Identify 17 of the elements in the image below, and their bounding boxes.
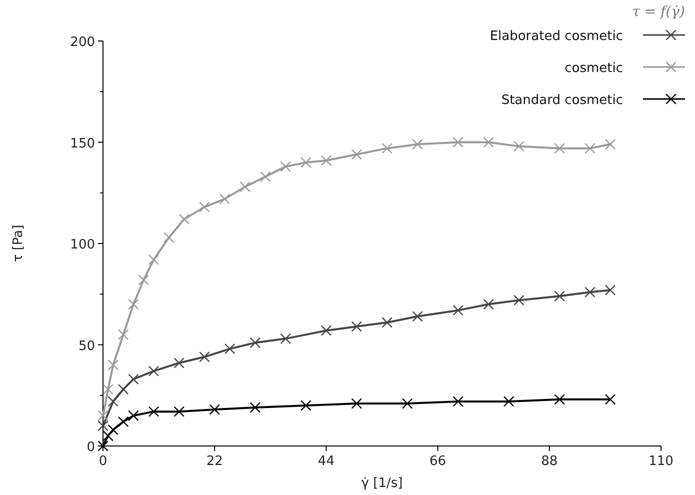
x-tick-label: 22 bbox=[206, 454, 223, 469]
legend-title: τ = f(γ̇) bbox=[632, 4, 685, 20]
y-tick-label: 0 bbox=[86, 440, 95, 455]
y-tick-label: 100 bbox=[70, 238, 95, 252]
y-tick-label: 200 bbox=[70, 35, 95, 50]
legend-label: Elaborated cosmetic bbox=[490, 29, 623, 44]
legend-label: cosmetic bbox=[564, 61, 623, 76]
legend-label: Standard cosmetic bbox=[501, 93, 623, 108]
x-tick-label: 66 bbox=[430, 454, 446, 469]
x-tick-label: 44 bbox=[318, 454, 334, 469]
y-tick-label: 150 bbox=[70, 136, 95, 152]
y-tick-label: 50 bbox=[78, 338, 95, 354]
x-tick-label: 88 bbox=[541, 454, 558, 469]
x-tick-label: 0 bbox=[98, 454, 108, 469]
x-axis-title: γ̇ [1/s] bbox=[361, 476, 403, 491]
y-axis-title: τ [Pa] bbox=[11, 224, 26, 262]
x-tick-label: 110 bbox=[648, 454, 674, 469]
